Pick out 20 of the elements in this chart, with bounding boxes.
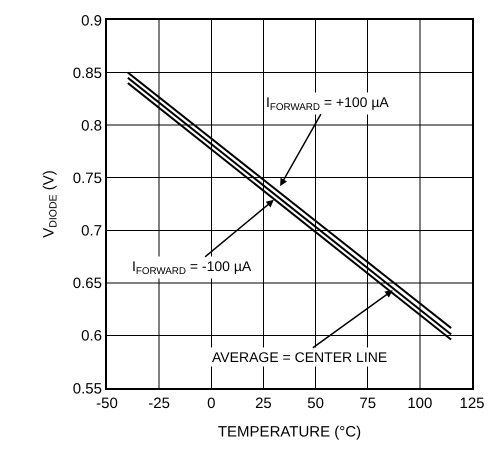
y-tick-label: 0.55: [72, 380, 102, 398]
x-tick-label: -25: [148, 395, 170, 412]
x-tick-label: 50: [307, 395, 324, 412]
annotation: AVERAGE = CENTER LINE: [212, 349, 388, 365]
y-tick-label: 0.85: [72, 64, 102, 82]
annotation: I$_{FORWARD}$ = -100 µA: [132, 258, 252, 277]
x-axis-title: TEMPERATURE (°C): [218, 424, 362, 440]
y-tick-label: 0.9: [81, 12, 102, 30]
y-tick-label: 0.65: [72, 275, 102, 292]
x-tick-label: 125: [459, 395, 485, 412]
y-tick-label: 0.8: [81, 117, 102, 134]
x-tick-label: -50: [96, 395, 118, 412]
x-tick-label: 25: [255, 395, 272, 412]
y-tick-label: 0.6: [81, 328, 102, 345]
x-tick-label: 75: [359, 395, 376, 412]
annotation: I$_{FORWARD}$ = +100 µA: [266, 94, 390, 113]
y-tick-label: 0.7: [81, 222, 102, 240]
x-tick-label: 100: [407, 395, 432, 412]
y-tick-label: 0.75: [72, 170, 102, 187]
x-tick-label: 0: [207, 395, 216, 412]
